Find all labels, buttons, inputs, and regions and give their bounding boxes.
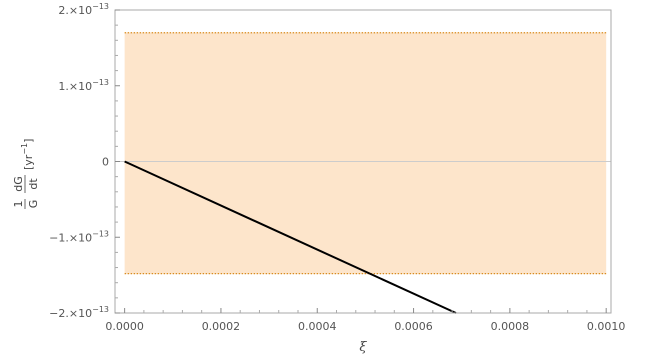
- y-tick-label: −2.×10−13: [49, 305, 109, 320]
- x-tick-label: 0.0000: [105, 320, 144, 333]
- x-tick-label: 0.0008: [491, 320, 530, 333]
- x-axis-label: ξ: [359, 340, 367, 355]
- y-tick-label: −1.×10−13: [49, 229, 109, 244]
- x-tick-label: 0.0004: [298, 320, 337, 333]
- x-tick-label: 0.0006: [394, 320, 433, 333]
- x-tick-label: 0.0002: [202, 320, 241, 333]
- x-tick-label: 0.0010: [587, 320, 626, 333]
- confidence-band: [124, 32, 607, 275]
- ylabel-frac-top: 1: [12, 201, 25, 208]
- series-line-0: [124, 160, 457, 314]
- y-tick-label: 0: [102, 156, 109, 169]
- series-layer: [124, 160, 457, 314]
- y-axis-label: 1 GdG dt [yr−1]: [12, 139, 40, 209]
- x-axis-ticks: 0.0000 0.0002 0.0004 0.0006 0.0008 0.0010: [105, 308, 625, 333]
- y-axis-ticks: 2.×10−13 1.×10−13 0 −1.×10−13 −2.×10−13: [49, 2, 120, 320]
- y-tick-label: 1.×10−13: [58, 78, 109, 93]
- ylabel-frac-bottom: G: [27, 200, 40, 209]
- y-tick-label: 2.×10−13: [58, 2, 109, 17]
- ylabel-dt: dt: [27, 178, 40, 190]
- band-fill: [124, 32, 607, 274]
- ylabel-dg: dG: [12, 176, 25, 192]
- ylabel-unit: [yr−1]: [20, 139, 35, 170]
